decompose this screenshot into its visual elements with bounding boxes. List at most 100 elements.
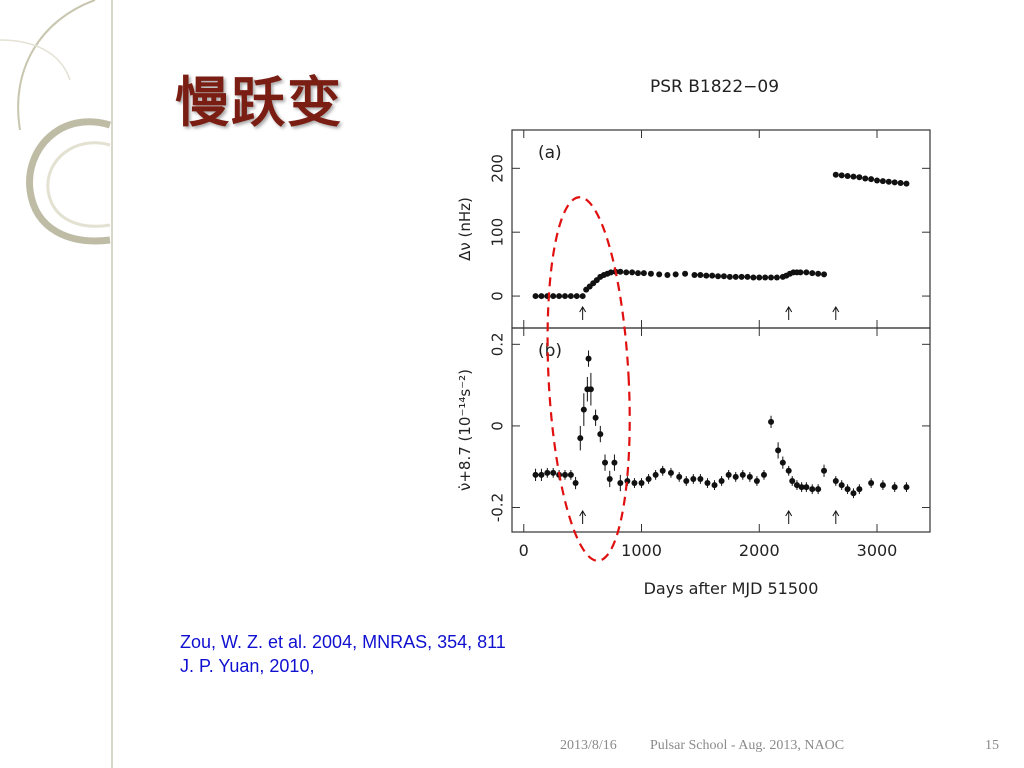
- footer-event: Pulsar School - Aug. 2013, NAOC: [650, 738, 845, 753]
- references: Zou, W. Z. et al. 2004, MNRAS, 354, 811 …: [180, 630, 506, 678]
- data-point: [768, 418, 775, 425]
- data-point: [691, 271, 698, 278]
- data-point: [773, 274, 780, 281]
- data-point: [815, 486, 822, 493]
- data-point: [567, 471, 574, 478]
- data-point: [580, 406, 587, 413]
- data-point: [750, 274, 757, 281]
- data-point: [606, 475, 613, 482]
- data-point: [844, 486, 851, 493]
- data-point: [544, 469, 551, 476]
- pulsar-glitch-figure: PSR B1822−09 0 100 200 (a) Δν (nHz) -0.2 0 0.2 (b…: [440, 62, 960, 622]
- data-point: [697, 271, 704, 278]
- data-point: [532, 471, 539, 478]
- data-point: [832, 478, 839, 484]
- data-point: [550, 293, 557, 300]
- data-point: [704, 480, 711, 487]
- data-point: [760, 471, 767, 478]
- y-axis-label: ν̇+8.7 (10⁻¹⁴s⁻²): [456, 369, 474, 491]
- data-point: [672, 271, 679, 278]
- data-point: [779, 459, 786, 466]
- data-point: [809, 270, 816, 277]
- data-point: [592, 414, 599, 421]
- data-point: [634, 270, 641, 277]
- data-point: [850, 173, 857, 180]
- data-point: [862, 175, 869, 182]
- data-point: [538, 471, 545, 478]
- y-tick-label: 0.2: [489, 332, 507, 356]
- glitch-arrow-head: [579, 306, 587, 313]
- data-point: [561, 293, 568, 300]
- data-point: [815, 270, 822, 277]
- x-tick-label: 0: [519, 541, 529, 560]
- reference-line: J. P. Yuan, 2010,: [180, 656, 315, 676]
- data-point: [732, 273, 739, 280]
- data-point: [879, 178, 886, 185]
- glitch-arrow-head: [832, 510, 840, 517]
- data-point: [607, 269, 614, 276]
- data-point: [897, 180, 904, 187]
- data-point: [726, 273, 733, 280]
- data-point: [725, 471, 732, 478]
- data-point: [617, 480, 624, 487]
- data-point: [838, 172, 845, 179]
- data-point: [803, 269, 810, 276]
- data-point: [874, 177, 881, 184]
- data-point: [785, 467, 792, 474]
- data-point: [720, 273, 727, 280]
- y-tick-label: 0: [489, 291, 507, 301]
- data-point: [561, 471, 568, 478]
- panel-frame: [511, 327, 931, 533]
- data-point: [667, 469, 674, 476]
- data-point: [715, 273, 722, 280]
- chart-title: PSR B1822−09: [650, 77, 779, 97]
- y-tick-label: 100: [489, 218, 507, 247]
- data-point: [832, 171, 839, 178]
- data-point: [844, 172, 851, 179]
- x-tick-label: 2000: [739, 541, 780, 560]
- x-tick-label: 1000: [621, 541, 662, 560]
- data-point: [656, 271, 663, 278]
- data-point: [709, 272, 716, 279]
- data-point: [572, 480, 579, 487]
- data-point: [550, 469, 557, 476]
- data-point: [739, 471, 746, 478]
- data-point: [744, 273, 751, 280]
- data-point: [640, 270, 647, 277]
- data-point: [753, 478, 760, 484]
- data-point: [623, 269, 630, 276]
- glitch-arrow-head: [579, 510, 587, 517]
- data-point: [821, 467, 828, 474]
- data-point: [645, 475, 652, 482]
- data-point: [803, 484, 810, 491]
- data-point: [683, 478, 690, 484]
- data-point: [903, 180, 910, 187]
- data-point: [585, 355, 592, 362]
- data-point: [809, 486, 816, 493]
- panel-label: (a): [538, 143, 562, 163]
- data-point: [602, 459, 609, 466]
- data-point: [682, 270, 689, 277]
- y-tick-label: 0: [489, 421, 507, 431]
- data-point: [756, 274, 763, 281]
- data-point: [597, 431, 604, 438]
- footer-date: 2013/8/16: [560, 738, 617, 753]
- data-point: [711, 482, 718, 489]
- data-point: [891, 179, 898, 186]
- page-number: 15: [985, 738, 999, 753]
- data-point: [768, 274, 775, 281]
- data-point: [746, 473, 753, 480]
- data-point: [891, 484, 898, 491]
- data-point: [532, 293, 539, 300]
- glitch-arrow-head: [785, 510, 793, 517]
- data-point: [567, 293, 574, 300]
- y-axis-label: Δν (nHz): [456, 197, 474, 261]
- data-point: [659, 467, 666, 474]
- y-tick-label: 200: [489, 154, 507, 183]
- data-point: [647, 270, 654, 277]
- data-point: [850, 490, 857, 497]
- data-point: [821, 271, 828, 278]
- data-point: [611, 459, 618, 466]
- data-point: [797, 269, 804, 276]
- data-point: [638, 480, 645, 487]
